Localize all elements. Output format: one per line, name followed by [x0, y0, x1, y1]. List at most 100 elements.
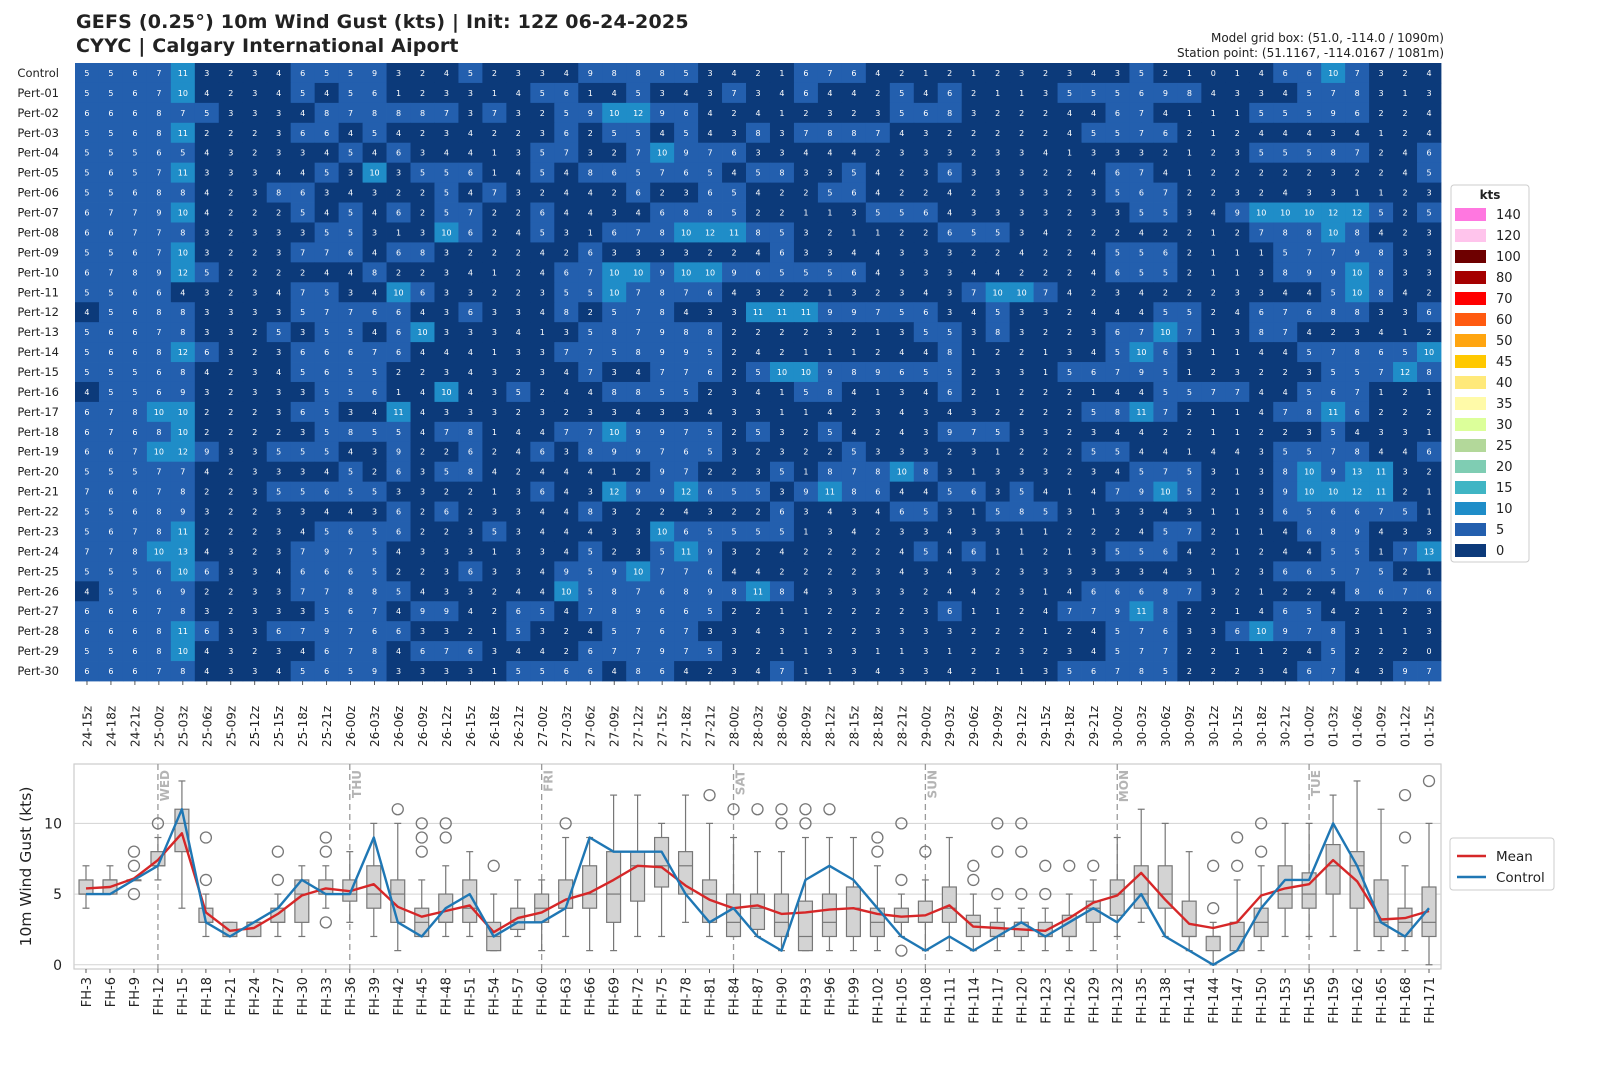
cell-value: 6: [1139, 89, 1144, 98]
heatmap-cell: [506, 481, 531, 502]
cell-value: 6: [1307, 69, 1312, 78]
cell-value: 4: [180, 288, 185, 297]
heatmap-cell: [793, 82, 819, 104]
heatmap-cell: [242, 421, 268, 443]
cell-value: 7: [564, 149, 569, 158]
heatmap-cell: [817, 381, 843, 403]
cell-value: 3: [276, 228, 281, 237]
heatmap-cell: [146, 521, 172, 542]
cell-value: 9: [708, 547, 713, 556]
cell-value: 5: [84, 189, 89, 198]
cell-value: 3: [228, 547, 233, 556]
cell-value: 6: [84, 607, 89, 616]
cell-value: 4: [1139, 288, 1144, 297]
cell-value: 10: [681, 268, 691, 277]
cell-value: 4: [276, 667, 281, 676]
cell-value: 2: [1187, 647, 1192, 656]
cell-value: 1: [1235, 348, 1240, 357]
cell-value: 4: [947, 547, 952, 556]
heatmap-cell: [602, 142, 627, 164]
heatmap-cell: [482, 381, 507, 403]
heatmap-cell: [961, 421, 987, 443]
cell-value: 8: [1355, 448, 1360, 457]
heatmap-cell: [746, 122, 771, 144]
heatmap-cell: [194, 63, 220, 84]
heatmap-cell: [314, 441, 340, 463]
heatmap-cell: [482, 401, 507, 423]
cell-value: 4: [540, 587, 545, 596]
heatmap-cell: [746, 142, 771, 164]
heatmap-cell: [410, 381, 435, 403]
cell-value: 2: [1355, 647, 1360, 656]
heatmap-cell: [698, 421, 723, 443]
cell-value: 4: [755, 567, 760, 576]
heatmap-cell: [362, 302, 387, 323]
heatmap-cell: [698, 401, 723, 423]
heatmap-cell: [1297, 322, 1322, 343]
cell-value: 1: [971, 69, 976, 78]
heatmap-cell: [793, 401, 819, 423]
heatmap-cell: [626, 581, 651, 602]
cell-value: 3: [1426, 228, 1431, 237]
cell-value: 7: [588, 268, 593, 277]
cell-value: 5: [708, 428, 713, 437]
heatmap-cell: [1321, 142, 1346, 164]
cell-value: 4: [564, 368, 569, 377]
cell-value: 2: [1043, 248, 1048, 257]
cell-value: 10: [657, 149, 667, 158]
cell-value: 2: [1019, 607, 1024, 616]
heatmap-cell: [266, 342, 292, 363]
heatmap-cell: [602, 342, 627, 363]
heatmap-cell: [1249, 641, 1274, 662]
cell-value: 6: [108, 667, 113, 676]
heatmap-cell: [410, 82, 435, 104]
cell-value: 6: [1139, 189, 1144, 198]
heatmap-cell: [170, 581, 196, 602]
heatmap-cell: [650, 82, 675, 104]
cell-value: 6: [947, 228, 952, 237]
cell-value: 6: [348, 527, 353, 536]
cell-value: 9: [1331, 468, 1336, 477]
cell-value: 4: [875, 169, 880, 178]
heatmap-cell: [482, 202, 507, 223]
cell-value: 2: [755, 209, 760, 218]
cell-value: 5: [84, 248, 89, 257]
heatmap-cell: [1201, 461, 1226, 483]
heatmap-cell: [75, 262, 100, 283]
cell-value: 2: [731, 328, 736, 337]
heatmap-cell: [1033, 122, 1058, 144]
heatmap-cell: [650, 202, 675, 223]
heatmap-cell: [889, 641, 915, 662]
heatmap-cell: [722, 182, 747, 203]
heatmap-cell: [530, 461, 555, 483]
heatmap-cell: [674, 302, 699, 323]
heatmap-cell: [146, 282, 172, 303]
heatmap-cell: [314, 641, 340, 662]
cell-value: 5: [372, 129, 377, 138]
heatmap-cell: [722, 63, 747, 84]
heatmap-cell: [266, 262, 292, 283]
heatmap-cell: [530, 481, 555, 502]
heatmap-cell: [698, 182, 723, 203]
heatmap-cell: [1297, 63, 1322, 84]
heatmap-cell: [769, 222, 795, 243]
heatmap-cell: [410, 481, 435, 502]
heatmap-cell: [1057, 122, 1082, 144]
colorbar-swatch: [1455, 544, 1486, 557]
cell-value: 1: [1067, 488, 1072, 497]
cell-value: 3: [252, 228, 257, 237]
heatmap-cell: [674, 242, 699, 263]
fh-label: FH-15: [176, 977, 191, 1016]
fh-label: FH-33: [320, 977, 335, 1016]
cell-value: 3: [660, 248, 665, 257]
heatmap-cell: [1201, 581, 1226, 602]
cell-value: 2: [516, 248, 521, 257]
cell-value: 5: [372, 567, 377, 576]
cell-value: 11: [178, 169, 188, 178]
heatmap-cell: [817, 342, 843, 363]
heatmap-cell: [913, 242, 939, 263]
cell-value: 5: [708, 448, 713, 457]
cell-value: 7: [300, 248, 305, 257]
cell-value: 2: [875, 547, 880, 556]
cell-value: 10: [609, 288, 619, 297]
